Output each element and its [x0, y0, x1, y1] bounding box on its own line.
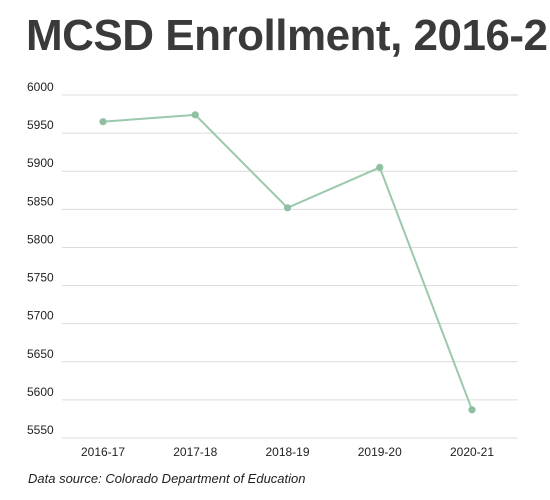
- data-point: [99, 118, 107, 126]
- x-axis-tick-labels: 2016-17 2017-18 2018-19 2019-20 2020-21: [81, 445, 494, 459]
- y-tick-label: 5850: [27, 194, 54, 208]
- y-tick-label: 5750: [27, 271, 54, 285]
- x-tick-label: 2017-18: [173, 445, 217, 459]
- x-tick-label: 2019-20: [358, 445, 402, 459]
- chart-title: MCSD Enrollment, 2016-21: [26, 11, 550, 60]
- x-tick-label: 2016-17: [81, 445, 125, 459]
- y-tick-label: 5650: [27, 347, 54, 361]
- y-tick-label: 5950: [27, 118, 54, 132]
- x-tick-label: 2020-21: [450, 445, 494, 459]
- y-tick-label: 5600: [27, 385, 54, 399]
- y-tick-label: 6000: [27, 80, 54, 94]
- gridlines: [62, 94, 518, 439]
- data-source-note: Data source: Colorado Department of Educ…: [28, 471, 306, 486]
- y-tick-label: 5700: [27, 309, 54, 323]
- data-point: [283, 204, 292, 212]
- y-tick-label: 5900: [27, 156, 54, 170]
- y-axis-tick-labels: 5550 5600 5650 5700 5750 5800 5850 5900 5950 6000: [27, 80, 54, 437]
- y-tick-label: 5550: [27, 423, 54, 437]
- data-point: [191, 111, 199, 119]
- series-line: [102, 113, 473, 411]
- y-tick-label: 5800: [27, 232, 54, 246]
- data-point: [376, 163, 384, 172]
- series-layer: [99, 111, 476, 414]
- x-tick-label: 2018-19: [265, 445, 309, 459]
- data-point: [468, 406, 476, 414]
